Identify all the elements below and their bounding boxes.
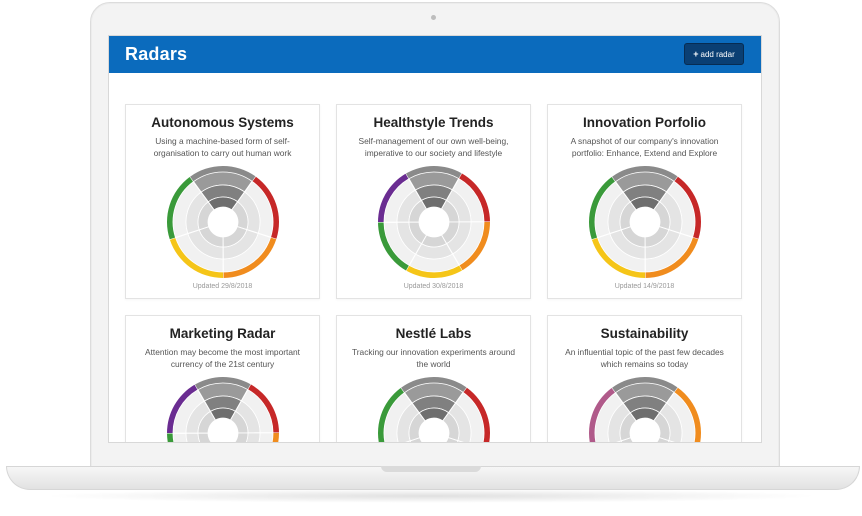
app-header: Radars + add radar: [109, 36, 761, 73]
radar-updated: Updated 30/8/2018: [403, 283, 464, 290]
radar-title: Autonomous Systems: [151, 115, 294, 130]
radar-chart[interactable]: [377, 165, 491, 279]
radar-description: An influential topic of the past few dec…: [565, 347, 724, 369]
radar-ring-sector: [456, 440, 463, 442]
radar-chart[interactable]: [166, 165, 280, 279]
radar-card[interactable]: Nestlé Labs Tracking our innovation expe…: [336, 315, 531, 443]
radar-description: Tracking our innovation experiments arou…: [351, 347, 516, 369]
radar-description: A snapshot of our company's innovation p…: [570, 136, 719, 158]
radar-segment-band: [459, 222, 490, 271]
radar-ring-sector: [408, 412, 426, 442]
radar-segment-band: [248, 384, 279, 433]
radar-segment-band: [612, 377, 678, 393]
radar-card[interactable]: Innovation Porfolio A snapshot of our co…: [547, 104, 742, 299]
radar-title: Nestlé Labs: [395, 326, 472, 341]
camera-icon: [431, 15, 436, 20]
radar-ring-sector: [667, 440, 674, 442]
radar-chart[interactable]: [377, 376, 491, 443]
radar-center: [634, 211, 656, 233]
radar-title: Innovation Porfolio: [583, 115, 706, 130]
laptop-shadow: [40, 489, 822, 503]
radar-segment-band: [463, 387, 490, 442]
radar-description: Attention may become the most important …: [144, 347, 300, 369]
radar-segment-band: [169, 237, 223, 278]
radar-segment-band: [190, 166, 256, 182]
add-radar-button[interactable]: + add radar: [684, 43, 744, 65]
radar-chart[interactable]: [166, 376, 280, 443]
radar-segment-band: [612, 166, 678, 182]
radar-segment-band: [378, 388, 405, 442]
radar-ring-sector: [197, 201, 215, 231]
radar-segment-band: [272, 433, 279, 442]
radar-segment-band: [167, 384, 198, 433]
radar-segment-band: [223, 237, 277, 278]
radar-segment-band: [589, 177, 616, 240]
radar-center: [634, 422, 656, 442]
radar-description: Using a machine-based form of self-organ…: [153, 136, 292, 158]
add-radar-label: add radar: [700, 49, 735, 59]
radar-title: Marketing Radar: [169, 326, 276, 341]
radar-segment-band: [406, 265, 462, 278]
page-title: Radars: [125, 44, 188, 64]
radar-segment-band: [645, 237, 699, 278]
laptop-notch: [381, 466, 481, 472]
radar-ring-sector: [619, 201, 637, 231]
radar-segment-band: [378, 222, 409, 271]
radar-card[interactable]: Autonomous Systems Using a machine-based…: [125, 104, 320, 299]
radar-ring-sector: [197, 410, 216, 434]
radar-chart[interactable]: [588, 376, 702, 443]
radar-segment-band: [167, 433, 174, 442]
radar-center: [212, 211, 234, 233]
radar-segment-band: [591, 237, 645, 278]
radar-ring-sector: [445, 437, 459, 442]
radar-segment-band: [378, 173, 409, 222]
radar-center: [212, 422, 234, 442]
radar-segment-band: [401, 377, 467, 393]
radar-card[interactable]: Healthstyle Trends Self-management of ou…: [336, 104, 531, 299]
radar-segment-band: [674, 387, 701, 442]
radar-card[interactable]: Sustainability An influential topic of t…: [547, 315, 742, 443]
radar-chart[interactable]: [588, 165, 702, 279]
radar-title: Healthstyle Trends: [373, 115, 494, 130]
plus-icon: +: [693, 49, 699, 59]
radar-title: Sustainability: [600, 326, 689, 341]
radar-description: Self-management of our own well-being, i…: [358, 136, 509, 158]
radar-segment-band: [195, 377, 251, 390]
radar-segment-band: [459, 173, 490, 222]
app-screen: Radars + add radar Autonomous Systems Us…: [108, 35, 762, 443]
radar-ring-sector: [234, 432, 249, 442]
radar-updated: Updated 29/8/2018: [192, 283, 253, 290]
radar-ring-sector: [172, 432, 188, 442]
radar-segment-band: [167, 177, 194, 240]
radar-segment-band: [589, 388, 616, 442]
radar-segment-band: [406, 166, 462, 179]
radar-updated: Updated 14/9/2018: [614, 283, 675, 290]
radar-center: [423, 211, 445, 233]
radar-segment-band: [674, 176, 701, 239]
radar-ring-sector: [619, 412, 637, 442]
radar-card[interactable]: Marketing Radar Attention may become the…: [125, 315, 320, 443]
radar-ring-sector: [408, 199, 427, 223]
radar-center: [423, 422, 445, 442]
radar-segment-band: [252, 176, 279, 239]
radar-ring-sector: [656, 437, 670, 442]
